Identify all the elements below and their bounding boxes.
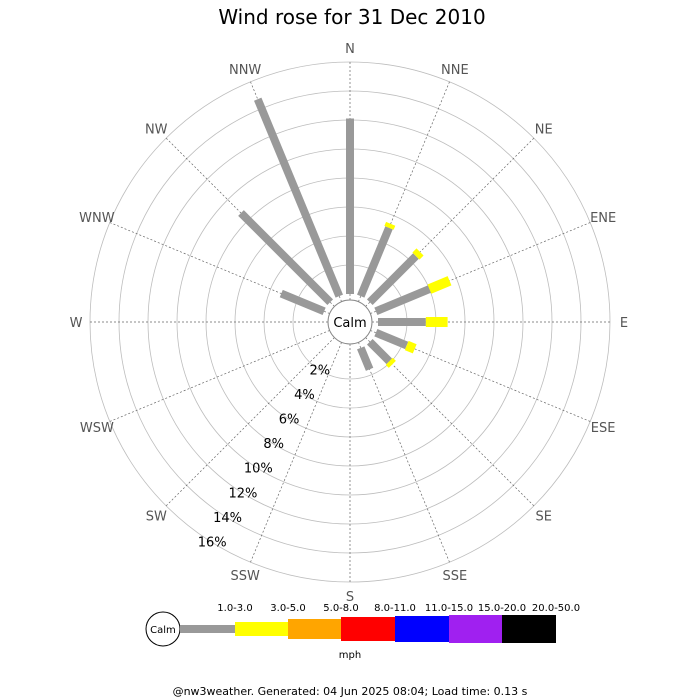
percent-label: 14%: [213, 511, 242, 526]
legend-swatch: [341, 617, 395, 641]
legend-bin-label: 11.0-15.0: [425, 603, 473, 614]
legend-swatch: [449, 615, 502, 643]
legend-bin-label: 20.0-50.0: [532, 603, 580, 614]
legend-swatch: [502, 615, 556, 643]
bar-ese-0: [374, 329, 409, 350]
legend-bin-label: 15.0-20.0: [478, 603, 526, 614]
legend-unit: mph: [339, 650, 361, 661]
bar-ese-1: [404, 340, 417, 354]
direction-label-n: N: [345, 42, 355, 57]
direction-label-ene: ENE: [590, 211, 616, 226]
spoke-wsw: [109, 330, 330, 422]
legend-swatch: [395, 616, 449, 642]
legend-swatch: [235, 622, 288, 636]
direction-label-ne: NE: [535, 122, 553, 137]
bar-nw-0: [238, 210, 334, 306]
bar-se-0: [366, 338, 393, 365]
direction-label-w: W: [70, 316, 83, 331]
legend-bin-label: 8.0-11.0: [374, 603, 416, 614]
direction-label-ese: ESE: [591, 421, 616, 436]
bar-wnw-0: [279, 289, 326, 315]
direction-label-e: E: [620, 316, 628, 331]
direction-label-sse: SSE: [442, 569, 467, 584]
calm-label: Calm: [333, 316, 366, 331]
bar-nnw-0: [254, 97, 343, 298]
bar-nne-0: [357, 226, 393, 298]
direction-label-wnw: WNW: [79, 211, 115, 226]
percent-label: 8%: [263, 437, 284, 452]
percent-label: 16%: [198, 535, 227, 550]
calm-circle: [327, 299, 373, 345]
legend-calm-label: Calm: [150, 625, 176, 636]
bar-ne-0: [366, 253, 419, 306]
legend-bin-label: 5.0-8.0: [323, 603, 358, 614]
legend-swatch: [288, 619, 341, 639]
direction-label-nnw: NNW: [229, 63, 261, 78]
bar-ene-1: [427, 276, 452, 294]
direction-label-ssw: SSW: [230, 569, 260, 584]
calm-center: Calm: [327, 299, 373, 345]
legend-swatch: [180, 625, 235, 633]
speed-legend: Calm 1.0-3.0 3.0-5.0 5.0-8.0 8.0-11.0 11.0-15…: [145, 603, 580, 661]
direction-label-sw: SW: [146, 510, 167, 525]
direction-label-s: S: [346, 590, 354, 605]
legend-bin-label: 3.0-5.0: [270, 603, 305, 614]
direction-label-nw: NW: [145, 122, 168, 137]
spoke-sse: [358, 342, 450, 563]
direction-label-se: SE: [536, 510, 552, 525]
bar-sse-0: [357, 346, 374, 371]
bar-ene-0: [374, 285, 431, 315]
wind-bars: [238, 97, 452, 371]
percent-label: 2%: [309, 363, 330, 378]
bar-nne-1: [384, 221, 396, 230]
direction-label-nne: NNE: [441, 63, 469, 78]
percent-label: 12%: [229, 486, 258, 501]
bar-ne-1: [412, 248, 424, 260]
percent-label: 4%: [294, 388, 315, 403]
percent-label: 6%: [279, 413, 300, 428]
percent-label: 10%: [244, 462, 273, 477]
bar-se-1: [385, 357, 396, 368]
direction-labels: N NNE NE ENE E ESE SE SSE S SSW SW WSW W WNW NW NNW: [70, 42, 629, 605]
percent-labels: 2% 4% 6% 8% 10% 12% 14% 16%: [198, 363, 330, 550]
direction-label-wsw: WSW: [80, 421, 114, 436]
legend-bin-label: 1.0-3.0: [217, 603, 252, 614]
footer-text: @nw3weather. Generated: 04 Jun 2025 08:0…: [173, 685, 528, 698]
chart-title: Wind rose for 31 Dec 2010: [218, 5, 485, 29]
